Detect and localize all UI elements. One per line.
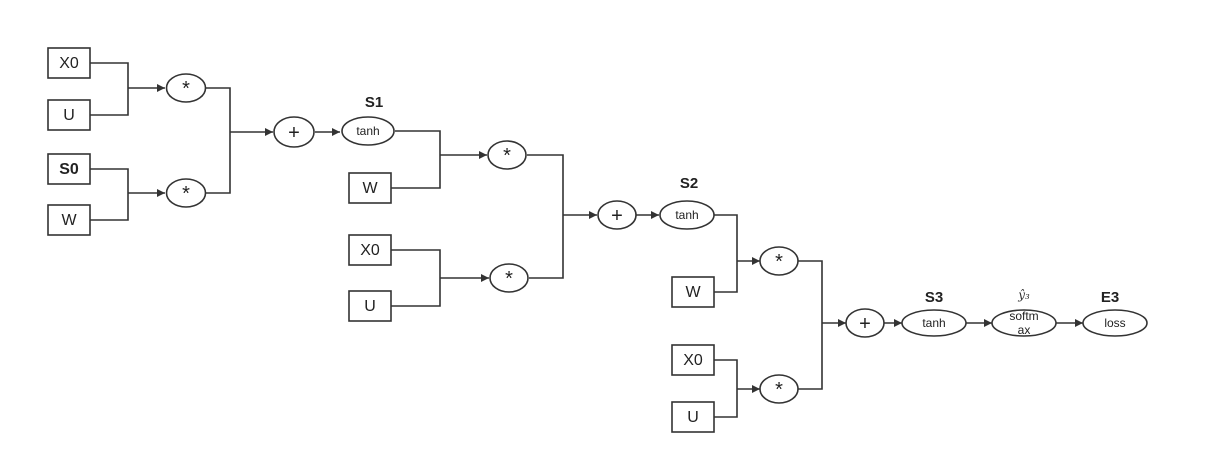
- add-symbol: +: [859, 313, 871, 335]
- stage-3: W X0 U * * + S3 tanh ŷ₃ softm: [671, 246, 1148, 433]
- tanh-node: tanh: [659, 200, 715, 230]
- input-u-node: U: [47, 99, 91, 131]
- input-x0-node: X0: [671, 344, 715, 376]
- tanh-label: tanh: [922, 316, 945, 330]
- input-s0-node: S0: [47, 153, 91, 185]
- stage-2: W X0 U * * + S2 tanh: [348, 140, 715, 322]
- stage-label-s2: S2: [680, 175, 698, 192]
- input-u-label: U: [364, 298, 376, 315]
- input-w-node: W: [348, 172, 392, 204]
- input-w-node: W: [47, 204, 91, 236]
- input-w-label: W: [61, 212, 77, 229]
- loss-label: loss: [1104, 316, 1125, 330]
- input-s0-label: S0: [59, 161, 79, 178]
- multiply-symbol: *: [775, 379, 783, 401]
- multiply-node: *: [487, 140, 527, 170]
- stage-1: X0 U S0 W * * + S1 tanh: [47, 47, 395, 236]
- input-x0-node: X0: [47, 47, 91, 79]
- stage-label-e3: E3: [1101, 289, 1119, 306]
- stage-label-s1: S1: [365, 94, 383, 111]
- multiply-node: *: [165, 178, 207, 208]
- input-w-node: W: [671, 276, 715, 308]
- input-u-node: U: [671, 401, 715, 433]
- prediction-label-y-hat-3: ŷ₃: [1017, 288, 1030, 302]
- multiply-symbol: *: [182, 78, 190, 100]
- multiply-symbol: *: [505, 268, 513, 290]
- multiply-symbol: *: [182, 183, 190, 205]
- tanh-node: tanh: [901, 309, 967, 337]
- softmax-label-line2: ax: [1018, 323, 1031, 337]
- softmax-node: softm ax: [991, 309, 1057, 337]
- tanh-node: tanh: [341, 116, 395, 146]
- multiply-node: *: [759, 246, 799, 276]
- input-w-label: W: [362, 180, 378, 197]
- multiply-node: *: [489, 263, 529, 293]
- loss-node: loss: [1082, 309, 1148, 337]
- add-symbol: +: [611, 205, 623, 227]
- multiply-symbol: *: [503, 145, 511, 167]
- input-u-label: U: [63, 107, 75, 124]
- add-symbol: +: [288, 122, 300, 144]
- add-node: +: [845, 308, 885, 338]
- add-node: +: [597, 200, 637, 230]
- input-u-label: U: [687, 409, 699, 426]
- input-x0-label: X0: [360, 242, 380, 259]
- input-x0-label: X0: [59, 55, 79, 72]
- input-x0-node: X0: [348, 234, 392, 266]
- multiply-symbol: *: [775, 251, 783, 273]
- tanh-label: tanh: [675, 208, 698, 222]
- add-node: +: [273, 116, 315, 148]
- multiply-node: *: [165, 73, 207, 103]
- connection-lines: [90, 62, 1083, 418]
- input-w-label: W: [685, 284, 701, 301]
- softmax-label-line1: softm: [1009, 309, 1038, 323]
- multiply-node: *: [759, 374, 799, 404]
- stage-label-s3: S3: [925, 289, 943, 306]
- tanh-label: tanh: [356, 124, 379, 138]
- input-u-node: U: [348, 290, 392, 322]
- input-x0-label: X0: [683, 352, 703, 369]
